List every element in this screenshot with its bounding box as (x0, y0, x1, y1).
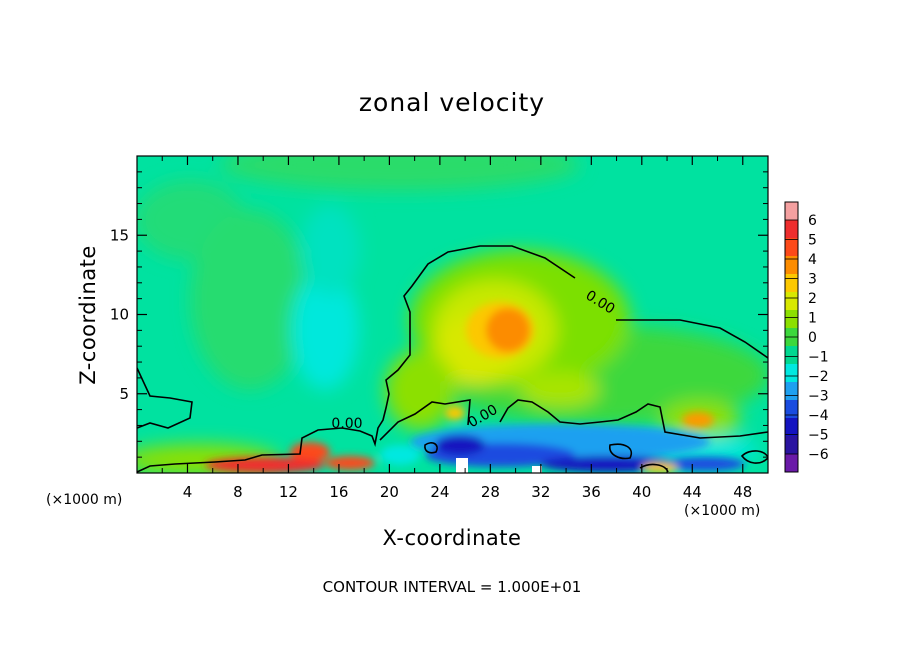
contour-line (616, 319, 768, 359)
colorbar: 6 5 4 3 2 1 0 −1 −2 −3 −4 −5 −6 (784, 201, 829, 473)
colorbar-label: −3 (808, 389, 829, 405)
x-axis: 4 8 12 16 20 24 28 32 36 40 44 48 (161, 156, 752, 501)
colorbar-label: 0 (808, 330, 817, 346)
colorbar-label: −6 (808, 447, 829, 463)
contour-line (424, 442, 438, 454)
colorbar-segment (785, 400, 798, 419)
contour-line (137, 245, 576, 473)
colorbar-segment (785, 346, 798, 365)
x-tick-label: 28 (481, 483, 500, 501)
colorbar-segment (785, 436, 798, 455)
x-tick-label: 20 (380, 483, 399, 501)
contour-line (609, 443, 632, 460)
x-tick-label: 24 (430, 483, 449, 501)
colorbar-segment (785, 310, 798, 329)
colorbar-label: −1 (808, 350, 829, 366)
y-tick-label: 15 (110, 226, 129, 244)
contour-label: 0.00 (331, 416, 362, 432)
chart-title: zonal velocity (358, 88, 546, 117)
colorbar-label: −5 (808, 428, 829, 444)
colorbar-label: 6 (808, 213, 817, 229)
colorbar-label: −4 (808, 408, 829, 424)
colorbar-segment (785, 418, 798, 437)
colorbar-segment (785, 364, 798, 383)
x-tick-label: 36 (582, 483, 601, 501)
missing-patch (532, 466, 542, 473)
colorbar-segment (785, 256, 798, 275)
x-tick-label: 44 (683, 483, 702, 501)
colorbar-label: 4 (808, 252, 817, 268)
x-tick-label: 4 (183, 483, 193, 501)
y-tick-label: 5 (119, 385, 129, 403)
colorbar-segment (785, 292, 798, 311)
contour-line (137, 367, 193, 429)
x-tick-label: 32 (531, 483, 550, 501)
colorbar-label: −2 (808, 369, 829, 385)
colorbar-label: 5 (808, 233, 817, 249)
contour-line (740, 450, 768, 464)
colorbar-segment (785, 220, 798, 239)
x-tick-label: 40 (632, 483, 651, 501)
x-units-label: (×1000 m) (684, 503, 761, 519)
colorbar-segment (785, 454, 798, 473)
colorbar-segment (785, 274, 798, 293)
zero-contours (137, 245, 768, 473)
colorbar-segment (785, 202, 798, 221)
contour-line (499, 399, 768, 439)
x-tick-label: 48 (733, 483, 752, 501)
colorbar-segment (785, 382, 798, 401)
x-tick-label: 16 (329, 483, 348, 501)
x-tick-label: 12 (279, 483, 298, 501)
x-axis-label: X-coordinate (382, 526, 522, 550)
y-axis: 5 10 15 (110, 171, 768, 458)
y-tick-label: 10 (110, 306, 129, 324)
contour-interval-note: CONTOUR INTERVAL = 1.000E+01 (322, 578, 582, 596)
colorbar-label: 2 (808, 291, 817, 307)
x-tick-label: 8 (233, 483, 243, 501)
heatmap-field (137, 156, 768, 473)
colorbar-label: 3 (808, 272, 817, 288)
colorbar-segment (785, 238, 798, 257)
y-units-label: (×1000 m) (46, 492, 123, 508)
missing-patch (456, 458, 468, 473)
colorbar-label: 1 (808, 311, 817, 327)
contour-line (379, 399, 471, 441)
